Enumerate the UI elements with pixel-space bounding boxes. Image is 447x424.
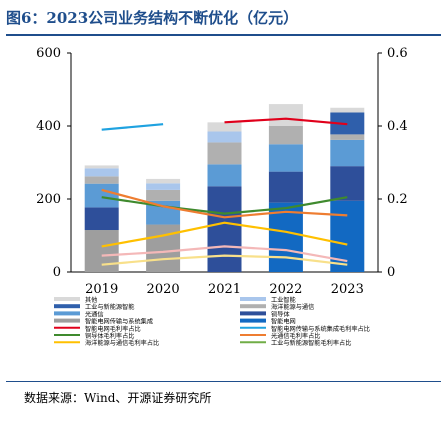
legend-label: 智能电网毛利率占比 [85,325,141,333]
legend-swatch [240,297,266,301]
legend-swatch [240,311,266,316]
y2-tick-label: 0.6 [387,46,408,61]
x-tick-label: 2019 [85,282,118,297]
source-note: 数据来源：Wind、开源证券研究所 [24,391,212,405]
legend-swatch [240,318,266,323]
legend-label: 铜导体毛利率占比 [85,332,135,340]
tick-labels: 0 200 400 600 0 0.2 0.4 0.6 2019 2020 2021 2022 2023 [36,46,408,297]
bar-segment [268,126,303,145]
bar-segment [207,142,242,165]
legend-label: 海洋能源与通信 [271,303,314,311]
series-line [101,221,348,248]
bar-segment [146,224,181,272]
series-line [101,123,164,131]
legend-label: 光通信毛利率占比 [271,332,321,340]
bar-segment [330,166,365,201]
bar-segment [207,131,242,143]
series-line [101,245,348,263]
legend-label: 智能电网传输与系统集成毛利率占比 [271,325,370,333]
bar-segment [84,183,119,208]
x-tick-label: 2022 [269,282,302,297]
title-rule [6,34,441,36]
bottom-rule [6,381,441,382]
bar-segment [146,189,181,201]
bar-segment [207,186,242,272]
y2-tick-label: 0 [387,265,395,280]
series-line [101,254,348,266]
x-tick-label: 2020 [147,282,180,297]
bar-segment [84,230,119,272]
bar-segment [330,134,365,140]
legend-label: 智能电网 [271,318,296,326]
series-line [224,117,348,126]
series-line [101,188,348,219]
y2-tick-label: 0.4 [387,119,408,134]
legend-swatch [54,311,80,316]
legend-label: 工业与新能源智能 [85,303,135,311]
bar-segment [330,139,365,167]
figure-title: 图6：2023公司业务结构不断优化（亿元） [6,9,299,27]
legend-label: 光通信 [85,310,104,318]
bar-segment [268,144,303,172]
legend-swatch [54,297,80,301]
legend-swatch [54,318,80,323]
legend-label: 铜导体 [271,310,290,318]
chart: 0 200 400 600 0 0.2 0.4 0.6 2019 2020 2021 2022 2023… [36,46,408,347]
bar-segment [268,171,303,203]
bar-segment [207,164,242,187]
y-tick-label: 400 [36,119,61,134]
legend-swatch [240,304,266,309]
y-tick-label: 600 [36,46,61,61]
bar-segment [268,202,303,272]
legend-label: 智能电网传输与系统集成 [85,318,153,326]
bar-segment [84,207,119,231]
bar-segment [84,165,119,169]
y-tick-label: 0 [53,265,61,280]
bar-segment [330,107,365,113]
bar-segment [207,122,242,132]
legend-label: 工业智能 [271,296,296,304]
legend-swatch [54,304,80,309]
legend-label: 工业与新能源智能毛利率占比 [271,339,351,347]
bar-segment [330,200,365,272]
bar-segment [84,168,119,177]
bar-segment [146,178,181,184]
y2-tick-label: 0.2 [387,192,408,207]
bar-segment [146,183,181,190]
legend-label: 其他 [85,296,97,304]
x-tick-label: 2023 [331,282,364,297]
x-tick-label: 2021 [208,282,241,297]
legend-label: 海洋能源与通信毛利率占比 [85,339,159,347]
bar-segment [268,104,303,126]
lines [101,117,348,266]
y-tick-label: 200 [36,192,61,207]
series-line [101,196,348,215]
bar-segment [84,176,119,184]
